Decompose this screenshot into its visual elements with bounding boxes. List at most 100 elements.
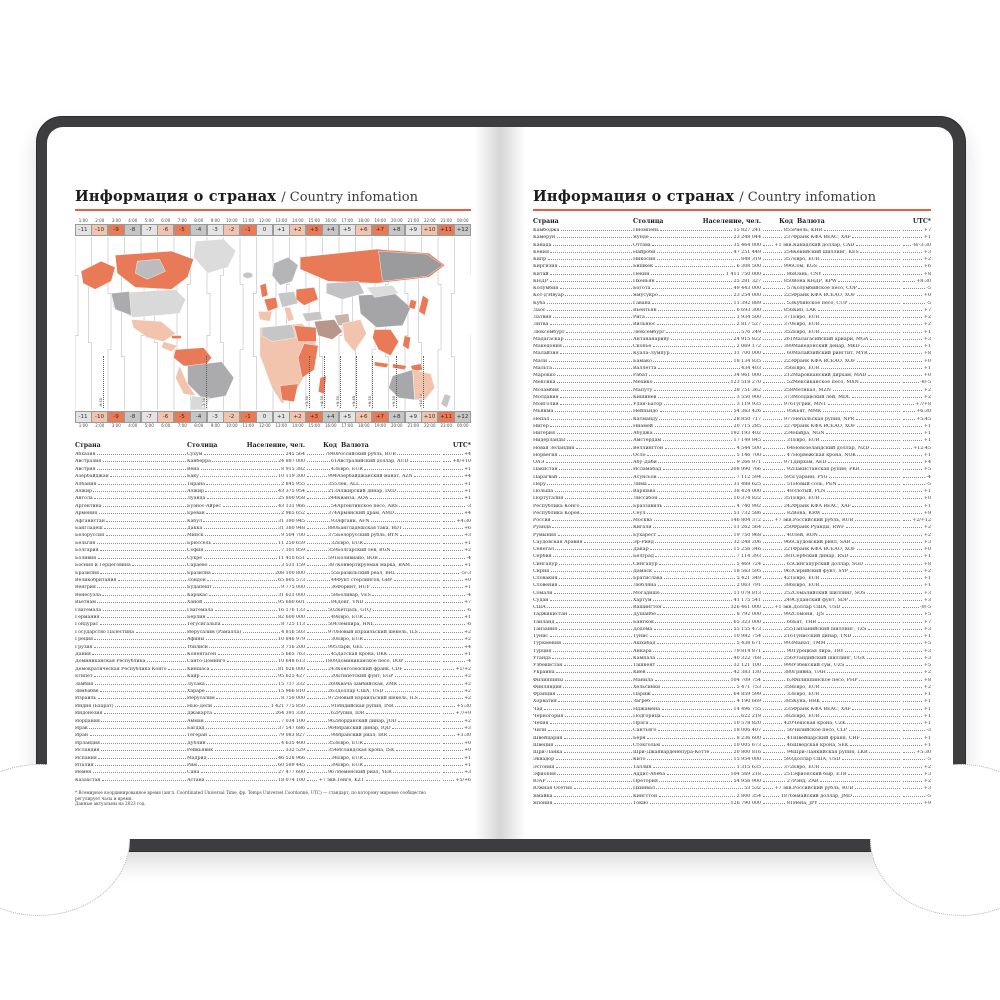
dot-leader bbox=[556, 672, 632, 674]
currency-name: Узбекский сум, UZS bbox=[793, 663, 845, 668]
utc-offset-cell: +6 bbox=[355, 224, 372, 236]
population-value: 31 621 000 bbox=[278, 592, 305, 598]
country-name: Мексика bbox=[533, 380, 556, 386]
population-value: 46 528 966 bbox=[278, 755, 305, 761]
dot-leader bbox=[550, 273, 632, 275]
country-name: Перу bbox=[533, 481, 546, 487]
currency-name: Сомони, TJS bbox=[793, 612, 825, 618]
phone-code: 40 bbox=[786, 532, 793, 538]
dot-leader bbox=[656, 665, 733, 666]
dot-leader bbox=[902, 614, 923, 616]
capital-name: Ташкент bbox=[633, 663, 656, 668]
dot-leader bbox=[762, 360, 783, 362]
country-name: Республика Корея bbox=[533, 510, 580, 516]
dot-leader bbox=[866, 592, 900, 594]
dot-leader bbox=[94, 639, 186, 641]
dot-leader bbox=[559, 563, 632, 565]
dot-leader bbox=[762, 280, 783, 282]
dot-leader bbox=[558, 476, 632, 478]
currency-name: Кип, LAK bbox=[793, 307, 817, 313]
page-title-ru: Информация о странах bbox=[533, 188, 735, 205]
dot-leader bbox=[554, 491, 632, 492]
capital-name: Пекин bbox=[633, 271, 650, 277]
country-name: Франция bbox=[533, 692, 556, 697]
utc-value: +1 bbox=[923, 431, 931, 436]
dot-leader bbox=[902, 672, 923, 674]
time-label: 19:00 bbox=[374, 218, 387, 223]
country-name: Венесуэла bbox=[75, 592, 101, 598]
dot-leader bbox=[442, 698, 463, 700]
country-name: Словакия bbox=[533, 576, 558, 581]
capital-name: Ашхабад bbox=[633, 641, 656, 647]
country-row: Нидерланды Амстердам 17 149 845 31 Евро, EUR… bbox=[533, 438, 931, 445]
dot-leader bbox=[762, 237, 783, 239]
currency-name: Куна, HRK bbox=[793, 699, 821, 705]
utc-value: -5 bbox=[926, 757, 931, 763]
country-name: Парагвай bbox=[533, 474, 558, 480]
capital-name: Стокгольм bbox=[633, 742, 661, 748]
country-name: Болгария bbox=[75, 548, 99, 554]
dot-leader bbox=[208, 757, 277, 759]
utc-value: -8/-5 bbox=[920, 380, 931, 386]
dot-leader bbox=[849, 599, 900, 601]
utc-value: +3 bbox=[464, 770, 471, 776]
utc-value: +4 bbox=[464, 644, 471, 650]
currency-name: Тунисский динар, TND bbox=[793, 634, 852, 639]
country-row: Латвия Рига 1 934 500 371 Евро, EUR +2 bbox=[533, 315, 931, 322]
population-value: 4 816 503 bbox=[281, 629, 305, 635]
dot-leader bbox=[825, 433, 900, 434]
capital-name: Амман bbox=[187, 718, 204, 724]
population-value: 25 800 958 bbox=[278, 496, 305, 502]
currency-name: Мексиканское песо, MXN bbox=[793, 380, 859, 386]
col-currency: Валюта bbox=[797, 218, 825, 225]
dot-leader bbox=[762, 585, 783, 587]
dot-leader bbox=[902, 396, 923, 398]
meridian-line bbox=[206, 237, 211, 410]
dot-leader bbox=[550, 251, 632, 253]
phone-code: 353 bbox=[328, 740, 337, 746]
country-name: Эфиопия bbox=[533, 771, 556, 777]
dot-leader bbox=[647, 737, 736, 739]
dot-leader bbox=[762, 599, 783, 601]
dot-leader bbox=[902, 599, 923, 601]
population-value: 11 410 651 bbox=[278, 555, 305, 561]
dot-leader bbox=[670, 338, 733, 340]
phone-code: 371 bbox=[783, 315, 793, 320]
timezone-annotation-label: +6:30 bbox=[368, 395, 372, 407]
dot-leader bbox=[442, 498, 463, 500]
country-row: Кения Найроби 47 251 449 254 Кенийский шилли… bbox=[533, 250, 931, 257]
dot-leader bbox=[902, 375, 923, 376]
utc-value: +6 bbox=[464, 526, 471, 532]
dot-leader bbox=[554, 744, 632, 746]
dot-leader bbox=[646, 512, 733, 514]
country-name: Камерун bbox=[533, 235, 556, 241]
country-row: Ирландия Дублин 4 635 400 353 Евро, EUR +0 bbox=[75, 741, 471, 748]
population-value: 192 193 402 bbox=[730, 431, 761, 436]
population-value: 332 529 bbox=[285, 748, 305, 754]
dot-leader bbox=[558, 628, 632, 630]
dot-leader bbox=[902, 730, 925, 732]
country-name: Италия bbox=[75, 763, 94, 769]
capital-name: Вена bbox=[187, 466, 200, 472]
utc-offset-cell: -9 bbox=[107, 411, 125, 423]
country-row: Иран Тегеран 79 083 827 98 Иранский риал, IR… bbox=[75, 733, 471, 740]
dot-leader bbox=[557, 375, 632, 376]
dot-leader bbox=[97, 698, 186, 700]
dot-leader bbox=[856, 549, 900, 550]
dot-leader bbox=[549, 723, 632, 724]
dot-leader bbox=[391, 728, 440, 730]
capital-name: Буэнос-Айрес bbox=[187, 503, 222, 509]
dot-leader bbox=[442, 653, 463, 655]
population-value: 17 149 845 bbox=[733, 438, 761, 444]
country-row: Перу Лима 31 488 625 51 Новый соль, PEN -5 bbox=[533, 482, 931, 489]
population-value: 3 531 159 bbox=[281, 563, 305, 569]
country-name: Абхазия bbox=[75, 452, 96, 457]
capital-name: Сараево bbox=[187, 563, 208, 569]
phone-code: 971 bbox=[783, 460, 793, 465]
utc-value: +8/+10 bbox=[452, 459, 471, 465]
country-row: Испания Мадрид 46 528 966 34 Евро, EUR +1 bbox=[75, 756, 471, 763]
dot-leader bbox=[94, 676, 186, 678]
utc-value: +4 bbox=[923, 460, 931, 465]
dot-leader bbox=[364, 646, 440, 648]
dot-leader bbox=[762, 773, 783, 775]
